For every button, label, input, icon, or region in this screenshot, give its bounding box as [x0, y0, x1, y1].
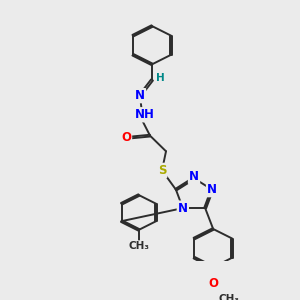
- Text: N: N: [189, 170, 199, 183]
- Text: N: N: [207, 183, 217, 196]
- Text: CH₃: CH₃: [219, 294, 240, 300]
- Text: N: N: [178, 202, 188, 214]
- Text: N: N: [135, 89, 145, 102]
- Text: O: O: [121, 131, 131, 144]
- Text: NH: NH: [135, 108, 155, 121]
- Text: H: H: [156, 73, 164, 83]
- Text: O: O: [208, 277, 218, 290]
- Text: CH₃: CH₃: [128, 242, 149, 251]
- Text: S: S: [158, 164, 166, 177]
